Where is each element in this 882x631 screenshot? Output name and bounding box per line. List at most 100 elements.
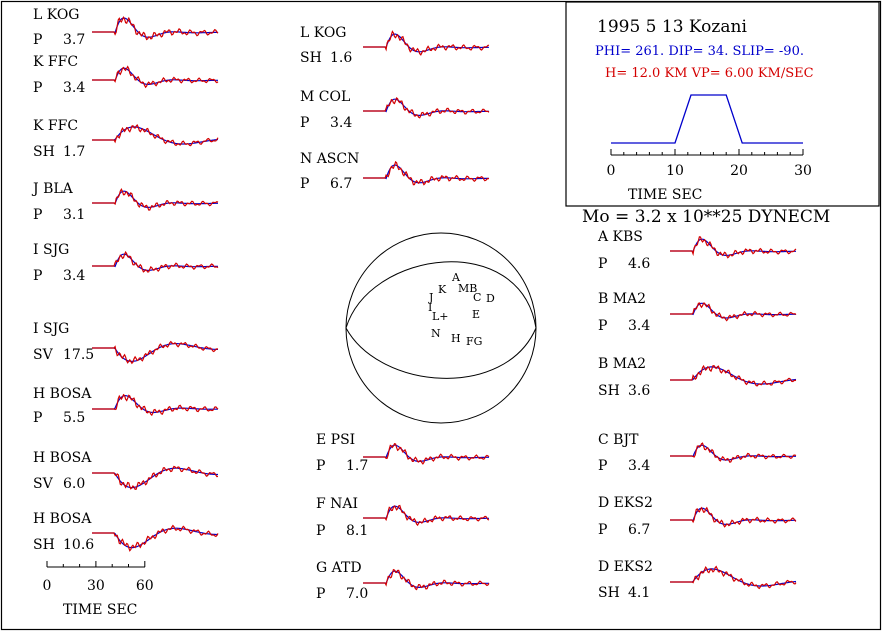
trace-7: H BOSA SV 6.0 <box>33 450 219 492</box>
trace-amplitude-label: 6.7 <box>628 522 650 538</box>
observed-trace <box>670 442 797 463</box>
trace-1: K FFC P 3.4 <box>33 54 219 96</box>
trace-station-label: K FFC <box>33 118 78 134</box>
trace-amplitude-label: 4.1 <box>628 585 650 601</box>
observed-trace <box>670 565 797 590</box>
trace-station-label: J BLA <box>31 181 74 197</box>
trace-phase-label: P <box>316 458 325 474</box>
trace-2: K FFC SH 1.7 <box>33 118 219 160</box>
trace-phase-label: P <box>598 522 607 538</box>
waveform-traces: L KOG P 3.7 K FFC P 3.4 K FFC SH 1.7 J BLA P 3.1 I S… <box>31 7 797 602</box>
observed-trace <box>92 188 219 211</box>
synthetic-trace <box>92 253 218 271</box>
stf-xlabel: TIME SEC <box>628 187 702 203</box>
beachball-station-c: C <box>473 291 481 304</box>
observed-trace <box>92 524 219 552</box>
trace-10: M COL P 3.4 <box>300 89 490 131</box>
time-scale-tick-label: 30 <box>87 578 105 594</box>
observed-trace <box>363 30 490 56</box>
synthetic-trace <box>363 570 489 589</box>
observed-trace <box>363 442 490 465</box>
trace-amplitude-label: 3.1 <box>63 207 85 223</box>
trace-amplitude-label: 6.7 <box>330 176 352 192</box>
trace-5: I SJG SV 17.5 <box>33 321 219 365</box>
depth-velocity-text: H= 12.0 KM VP= 6.00 KM/SEC <box>605 66 814 81</box>
trace-19: D EKS2 P 6.7 <box>598 495 797 538</box>
observed-trace <box>92 16 219 41</box>
synthetic-trace <box>92 467 218 489</box>
trace-station-label: N ASCN <box>300 151 359 167</box>
trace-amplitude-label: 17.5 <box>63 347 94 363</box>
trace-4: I SJG P 3.4 <box>33 242 219 284</box>
trace-station-label: B MA2 <box>598 356 646 372</box>
trace-station-label: B MA2 <box>598 291 646 307</box>
beachball-circle <box>345 232 537 424</box>
trace-amplitude-label: 3.4 <box>330 115 352 131</box>
trace-phase-label: SV <box>33 347 54 363</box>
trace-phase-label: SH <box>33 537 55 553</box>
stf-tick-label: 0 <box>607 163 616 179</box>
trace-station-label: L KOG <box>300 25 347 41</box>
trace-station-label: C BJT <box>598 432 639 448</box>
trace-amplitude-label: 1.6 <box>330 50 352 66</box>
observed-trace <box>92 65 219 89</box>
synthetic-trace <box>92 67 218 86</box>
time-scale-tick-label: 60 <box>136 578 154 594</box>
trace-20: D EKS2 SH 4.1 <box>598 559 797 601</box>
beachball-station-labels: AMB KJI C DE L+ N H FG <box>428 271 495 348</box>
beachball-station-mb: MB <box>458 282 477 295</box>
trace-18: C BJT P 3.4 <box>598 432 797 474</box>
observed-trace <box>670 302 797 322</box>
trace-16: B MA2 P 3.4 <box>598 291 797 334</box>
trace-station-label: I SJG <box>33 321 69 337</box>
trace-15: A KBS P 4.6 <box>597 229 797 272</box>
trace-11: N ASCN P 6.7 <box>300 151 490 192</box>
stf-ticks: 0 10 20 30 <box>607 149 812 179</box>
beachball-station-n: N <box>431 327 441 340</box>
trace-phase-label: P <box>33 80 42 96</box>
synthetic-trace <box>92 17 218 38</box>
trace-phase-label: P <box>33 207 42 223</box>
trace-13: F NAI P 8.1 <box>316 496 490 539</box>
stf-curve <box>611 94 803 144</box>
trace-station-label: K FFC <box>33 54 78 70</box>
beachball-station-k: K <box>438 283 447 296</box>
trace-station-label: H BOSA <box>33 511 92 527</box>
trace-phase-label: P <box>300 115 309 131</box>
observed-trace <box>363 504 490 527</box>
observed-trace <box>92 340 219 365</box>
trace-station-label: M COL <box>300 89 350 105</box>
trace-station-label: F NAI <box>316 496 358 512</box>
trace-amplitude-label: 3.4 <box>628 458 650 474</box>
trace-amplitude-label: 3.4 <box>628 318 650 334</box>
trace-3: J BLA P 3.1 <box>31 181 219 223</box>
beachball-station-e: E <box>472 308 480 321</box>
trace-amplitude-label: 7.0 <box>346 586 368 602</box>
trace-phase-label: P <box>598 318 607 334</box>
trace-9: L KOG SH 1.6 <box>300 25 490 66</box>
stf-tick-label: 20 <box>730 163 748 179</box>
trace-amplitude-label: 1.7 <box>63 144 85 160</box>
observed-trace <box>92 393 219 417</box>
observed-trace <box>363 568 490 591</box>
observed-trace <box>92 465 219 490</box>
trace-amplitude-label: 3.6 <box>628 383 650 399</box>
trace-phase-label: P <box>33 410 42 426</box>
observed-trace <box>670 236 797 259</box>
trace-station-label: H BOSA <box>33 450 92 466</box>
beachball-station-i: I <box>428 301 432 314</box>
observed-trace <box>363 160 490 186</box>
trace-amplitude-label: 8.1 <box>346 523 368 539</box>
trace-station-label: G ATD <box>316 560 362 576</box>
trace-phase-label: P <box>33 268 42 284</box>
trace-station-label: H BOSA <box>33 386 92 402</box>
trace-phase-label: P <box>598 256 607 272</box>
source-time-function: 0 10 20 30 TIME SEC <box>607 94 812 203</box>
beachball-station-l-plus: L+ <box>432 310 449 323</box>
trace-phase-label: SH <box>33 144 55 160</box>
beachball-station-fg: FG <box>466 335 482 348</box>
time-scale-tick-label: 0 <box>43 578 52 594</box>
synthetic-trace <box>363 164 489 184</box>
time-scale-xlabel: TIME SEC <box>63 602 137 618</box>
